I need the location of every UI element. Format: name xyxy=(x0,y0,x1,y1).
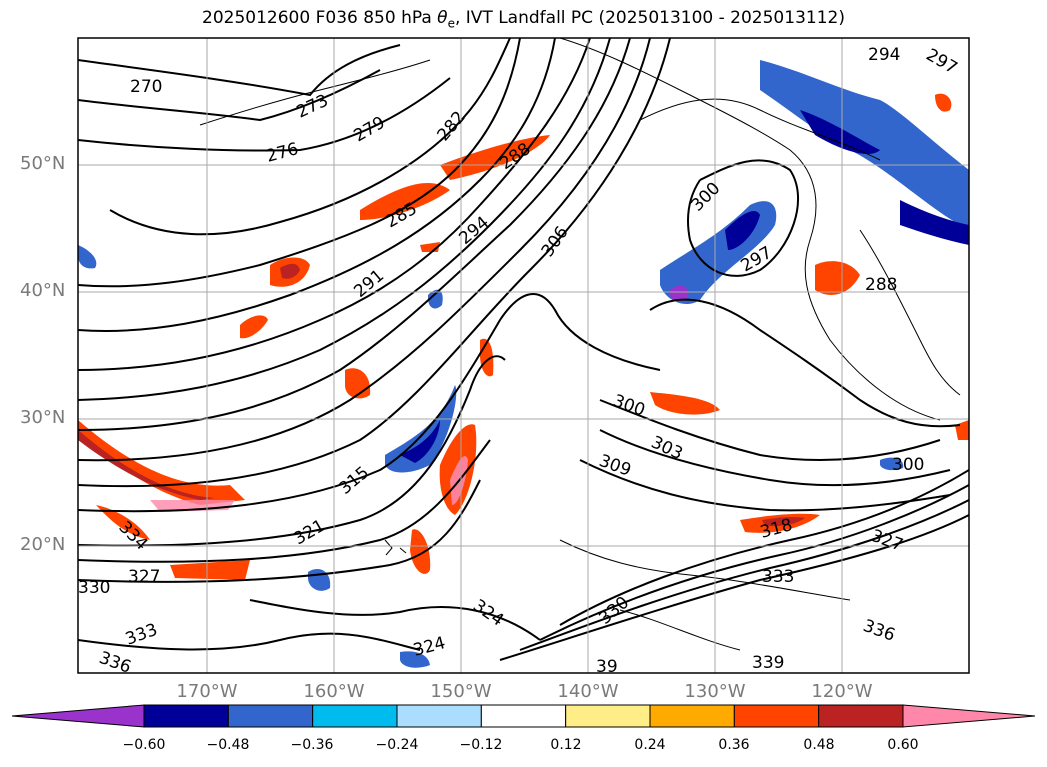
contour-label: 288 xyxy=(865,275,897,295)
lon-label-170w: 170°W xyxy=(176,681,238,702)
colorbar-tick-label: −0.24 xyxy=(375,737,419,753)
colorbar-swatch xyxy=(312,704,398,728)
lat-label-50: 50°N xyxy=(20,153,66,174)
contour-label: 339 xyxy=(752,653,784,673)
colorbar-tick-label: 0.48 xyxy=(803,737,835,753)
colorbar-tick-label: 0.12 xyxy=(550,737,582,753)
graticule xyxy=(78,38,969,673)
lat-label-40: 40°N xyxy=(20,280,66,301)
lon-label-150w: 150°W xyxy=(430,681,492,702)
colorbar-tick-label: −0.48 xyxy=(206,737,250,753)
theta-e-contours xyxy=(78,38,969,661)
colorbar-swatch xyxy=(565,704,651,728)
colorbar-tick-label: −0.12 xyxy=(459,737,503,753)
lat-label-30: 30°N xyxy=(20,407,66,428)
colorbar-swatch xyxy=(649,704,735,728)
contour-label: 300 xyxy=(892,455,924,475)
colorbar-swatch xyxy=(227,704,314,728)
contour-label: 294 xyxy=(868,45,900,65)
colorbar-tick-label: 0.24 xyxy=(634,737,666,753)
contour-label: 39 xyxy=(596,657,618,677)
thin-contours xyxy=(559,98,961,651)
coastlines xyxy=(199,38,941,556)
colorbar-swatch xyxy=(396,704,482,728)
colorbar-swatch xyxy=(818,704,904,728)
colorbar-extend-high xyxy=(902,704,1036,728)
contour-label: 327 xyxy=(128,567,160,587)
colorbar xyxy=(11,704,1036,728)
colorbar-tick-label: 0.36 xyxy=(718,737,750,753)
plot-area: 270 273 276 279 282 285 288 291 294 306 … xyxy=(78,38,969,677)
colorbar-swatch xyxy=(143,704,229,728)
colorbar-extend-low xyxy=(11,704,145,728)
contour-label: 330 xyxy=(78,578,110,598)
map-title: 2025012600 F036 850 hPa θe, IVT Landfall… xyxy=(202,8,845,31)
lon-label-140w: 140°W xyxy=(557,681,619,702)
contour-label: 333 xyxy=(762,567,794,587)
lon-label-160w: 160°W xyxy=(303,681,365,702)
lat-label-20: 20°N xyxy=(20,534,66,555)
map-frame xyxy=(77,37,970,674)
colorbar-swatch xyxy=(480,704,567,728)
colorbar-tick-label: −0.36 xyxy=(290,737,334,753)
colorbar-tick-label: −0.60 xyxy=(122,737,166,753)
lon-label-120w: 120°W xyxy=(811,681,873,702)
colorbar-tick-label: 0.60 xyxy=(887,737,919,753)
colorbar-swatch xyxy=(733,704,820,728)
lon-label-130w: 130°W xyxy=(684,681,746,702)
contour-label: 270 xyxy=(130,77,162,97)
